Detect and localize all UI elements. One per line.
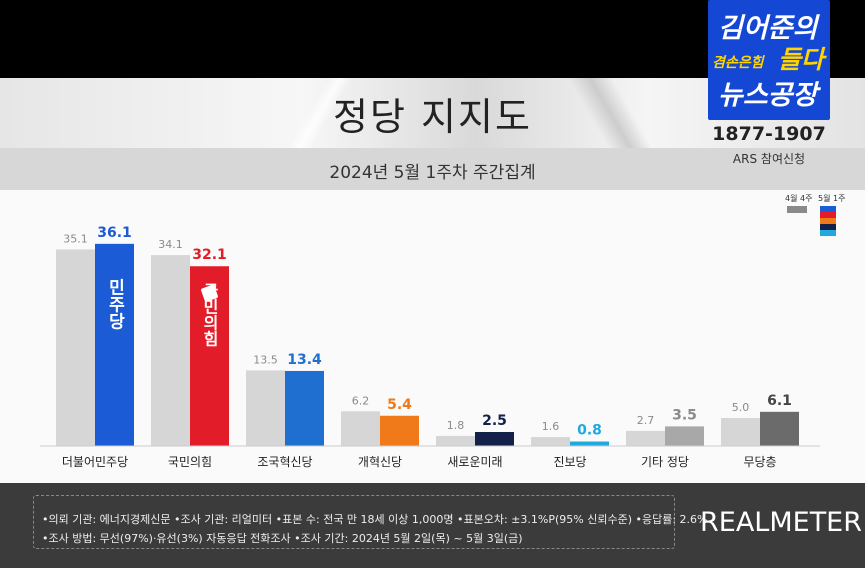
category-label-1: 국민의힘	[168, 455, 212, 469]
value-label-prev-5: 1.6	[542, 420, 560, 433]
value-label-curr-1: 32.1	[192, 247, 227, 263]
value-label-prev-2: 13.5	[253, 353, 278, 366]
bar-chart: 35.1 36.1 더불어민주당 34.1 32.1 국민의힘 13.5 13.4 조국혁신당 6…	[40, 225, 820, 469]
value-label-curr-0: 36.1	[97, 225, 132, 241]
category-label-7: 무당층	[743, 455, 776, 469]
value-label-prev-4: 1.8	[447, 419, 465, 432]
logo-line-2-big: 들다	[778, 45, 825, 74]
bar-curr-6	[665, 426, 704, 446]
category-label-0: 더불어민주당	[62, 455, 128, 469]
bar-prev-7	[721, 418, 760, 446]
chart-subtitle: 2024년 5월 1주차 주간집계	[329, 163, 536, 183]
bar-curr-5	[570, 441, 609, 446]
value-label-prev-1: 34.1	[158, 238, 183, 251]
legend-curr-swatch	[820, 206, 836, 236]
ppp-emblem-icon	[201, 284, 218, 302]
category-label-4: 새로운미래	[447, 455, 502, 469]
bar-curr-4	[475, 432, 514, 446]
logo-line-3: 뉴스공장	[718, 80, 818, 111]
bar-prev-6	[626, 430, 665, 446]
value-label-curr-4: 2.5	[482, 413, 507, 429]
bar-prev-3	[341, 411, 380, 446]
footer-info-box	[33, 495, 675, 549]
footer-line-2: •조사 방법: 무선(97%)·유선(3%) 자동응답 전화조사 •조사 기간:…	[42, 532, 523, 545]
value-label-prev-7: 5.0	[732, 401, 750, 414]
value-label-prev-0: 35.1	[63, 232, 88, 245]
realmeter-logo: REALMETER	[700, 507, 862, 538]
footer-line-1: •의뢰 기관: 에너지경제신문 •조사 기관: 리얼미터 •표본 수: 전국 만…	[42, 513, 708, 526]
category-label-5: 진보당	[553, 455, 586, 469]
category-label-6: 기타 정당	[641, 455, 689, 469]
footer	[0, 483, 865, 568]
value-label-curr-3: 5.4	[387, 397, 412, 413]
value-label-curr-2: 13.4	[287, 352, 322, 368]
legend-prev-swatch	[787, 206, 807, 213]
ars-label: ARS 참여신청	[732, 152, 806, 166]
value-label-curr-5: 0.8	[577, 423, 602, 439]
bar-prev-0	[56, 249, 95, 446]
bar-curr-7	[760, 411, 799, 446]
bar-prev-5	[531, 437, 570, 446]
value-label-curr-7: 6.1	[767, 393, 792, 409]
category-label-2: 조국혁신당	[257, 455, 312, 469]
logo-line-1: 김어준의	[718, 13, 818, 44]
bar-prev-1	[151, 255, 190, 446]
value-label-prev-6: 2.7	[637, 414, 655, 427]
logo-line-2-small: 겸손은힘	[712, 55, 764, 71]
value-label-prev-3: 6.2	[352, 394, 370, 407]
bar-curr-0	[95, 243, 134, 446]
bar-curr-2	[285, 370, 324, 446]
legend-curr-label: 5월 1주	[818, 194, 846, 203]
bar-prev-2	[246, 370, 285, 446]
news-factory-logo: 김어준의 겸손은힘 들다 뉴스공장	[708, 0, 830, 120]
chart-area	[0, 190, 865, 483]
democratic-party-logo-text: 민주당	[105, 278, 125, 330]
phone-number: 1877-1907	[712, 123, 826, 145]
bar-curr-3	[380, 415, 419, 446]
legend-prev-label: 4월 4주	[785, 194, 813, 203]
subtitle-band	[0, 148, 865, 190]
value-label-curr-6: 3.5	[672, 407, 697, 423]
category-label-3: 개혁신당	[358, 455, 402, 469]
ppp-logo-text: 국민의힘	[200, 282, 219, 347]
bar-prev-4	[436, 435, 475, 446]
page-title: 정당 지지도	[333, 95, 532, 139]
